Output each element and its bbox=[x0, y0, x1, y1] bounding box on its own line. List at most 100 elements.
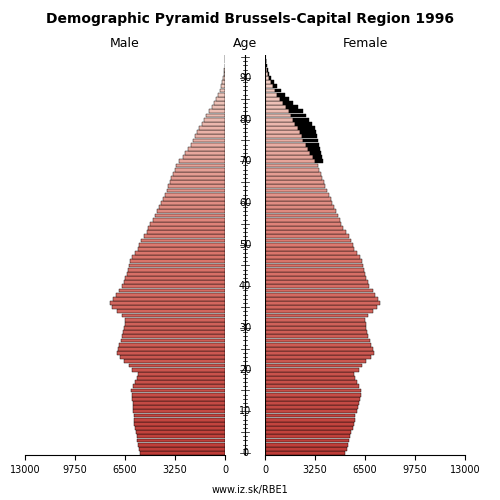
Bar bbox=[265, 372, 354, 376]
Bar bbox=[195, 134, 225, 138]
Bar bbox=[182, 155, 225, 159]
Bar bbox=[140, 451, 225, 455]
Bar bbox=[265, 176, 322, 180]
Bar bbox=[216, 97, 225, 100]
Bar bbox=[265, 310, 372, 313]
Bar bbox=[265, 122, 296, 126]
Bar bbox=[265, 276, 366, 280]
Bar bbox=[265, 442, 348, 446]
Bar bbox=[265, 80, 270, 84]
Bar bbox=[302, 134, 317, 138]
Bar bbox=[119, 288, 225, 292]
Bar bbox=[265, 418, 354, 422]
Bar bbox=[265, 251, 357, 255]
Bar bbox=[288, 110, 302, 113]
Bar bbox=[148, 226, 225, 230]
Bar bbox=[214, 101, 225, 105]
Bar bbox=[132, 392, 225, 396]
Bar bbox=[265, 168, 320, 172]
Bar bbox=[265, 210, 336, 213]
Bar bbox=[265, 264, 363, 268]
Bar bbox=[166, 192, 225, 196]
Bar bbox=[141, 238, 225, 242]
Bar bbox=[265, 447, 346, 450]
Bar bbox=[266, 68, 268, 71]
Bar bbox=[268, 72, 270, 76]
Bar bbox=[135, 426, 225, 430]
Bar bbox=[265, 388, 362, 392]
Bar bbox=[167, 188, 225, 192]
Bar bbox=[124, 330, 225, 334]
Bar bbox=[222, 84, 225, 88]
Bar bbox=[138, 372, 225, 376]
Bar bbox=[265, 247, 354, 250]
Bar bbox=[120, 342, 225, 346]
Bar bbox=[204, 118, 225, 122]
Bar bbox=[134, 410, 225, 413]
Bar bbox=[265, 318, 365, 322]
Bar bbox=[265, 238, 351, 242]
Bar bbox=[202, 122, 225, 126]
Bar bbox=[265, 322, 366, 326]
Bar bbox=[265, 347, 372, 350]
Text: 40: 40 bbox=[239, 281, 251, 291]
Bar bbox=[224, 76, 225, 80]
Bar bbox=[134, 418, 225, 422]
Bar bbox=[294, 118, 308, 122]
Bar bbox=[133, 405, 225, 409]
Bar bbox=[265, 301, 380, 305]
Bar bbox=[265, 134, 302, 138]
Bar bbox=[265, 60, 266, 63]
Bar bbox=[159, 205, 225, 209]
Text: 30: 30 bbox=[239, 323, 251, 333]
Bar bbox=[168, 184, 225, 188]
Bar bbox=[265, 138, 304, 142]
Bar bbox=[312, 155, 322, 159]
Bar bbox=[291, 114, 306, 117]
Bar bbox=[265, 218, 340, 222]
Bar bbox=[124, 326, 225, 330]
Bar bbox=[265, 192, 328, 196]
Bar bbox=[194, 138, 225, 142]
Bar bbox=[265, 376, 354, 380]
Bar bbox=[265, 405, 358, 409]
Bar bbox=[265, 410, 356, 413]
Bar bbox=[265, 292, 376, 296]
Bar bbox=[124, 322, 225, 326]
Bar bbox=[139, 447, 225, 450]
Bar bbox=[265, 330, 367, 334]
Text: 90: 90 bbox=[239, 73, 251, 83]
Bar bbox=[265, 72, 268, 76]
Bar bbox=[135, 380, 225, 384]
Bar bbox=[126, 276, 225, 280]
Bar bbox=[161, 201, 225, 205]
Bar bbox=[265, 197, 330, 200]
Bar bbox=[265, 105, 285, 109]
Bar bbox=[265, 130, 300, 134]
Bar bbox=[131, 388, 225, 392]
Bar bbox=[265, 234, 348, 238]
Bar bbox=[155, 214, 225, 218]
Bar bbox=[265, 351, 374, 355]
Bar bbox=[265, 430, 352, 434]
Bar bbox=[306, 142, 320, 146]
Bar bbox=[280, 97, 289, 100]
Bar bbox=[147, 230, 225, 234]
Bar bbox=[188, 147, 225, 150]
Text: 60: 60 bbox=[239, 198, 251, 208]
Bar bbox=[170, 180, 225, 184]
Bar bbox=[265, 438, 349, 442]
Bar bbox=[265, 205, 334, 209]
Bar bbox=[180, 160, 225, 163]
Bar bbox=[265, 160, 316, 163]
Bar bbox=[265, 297, 378, 300]
Bar bbox=[130, 260, 225, 263]
Bar bbox=[132, 397, 225, 400]
Bar bbox=[300, 130, 316, 134]
Bar bbox=[186, 151, 225, 155]
Bar bbox=[265, 114, 291, 117]
Bar bbox=[265, 414, 356, 418]
Bar bbox=[308, 147, 320, 150]
Text: Male: Male bbox=[110, 37, 140, 50]
Bar bbox=[172, 176, 225, 180]
